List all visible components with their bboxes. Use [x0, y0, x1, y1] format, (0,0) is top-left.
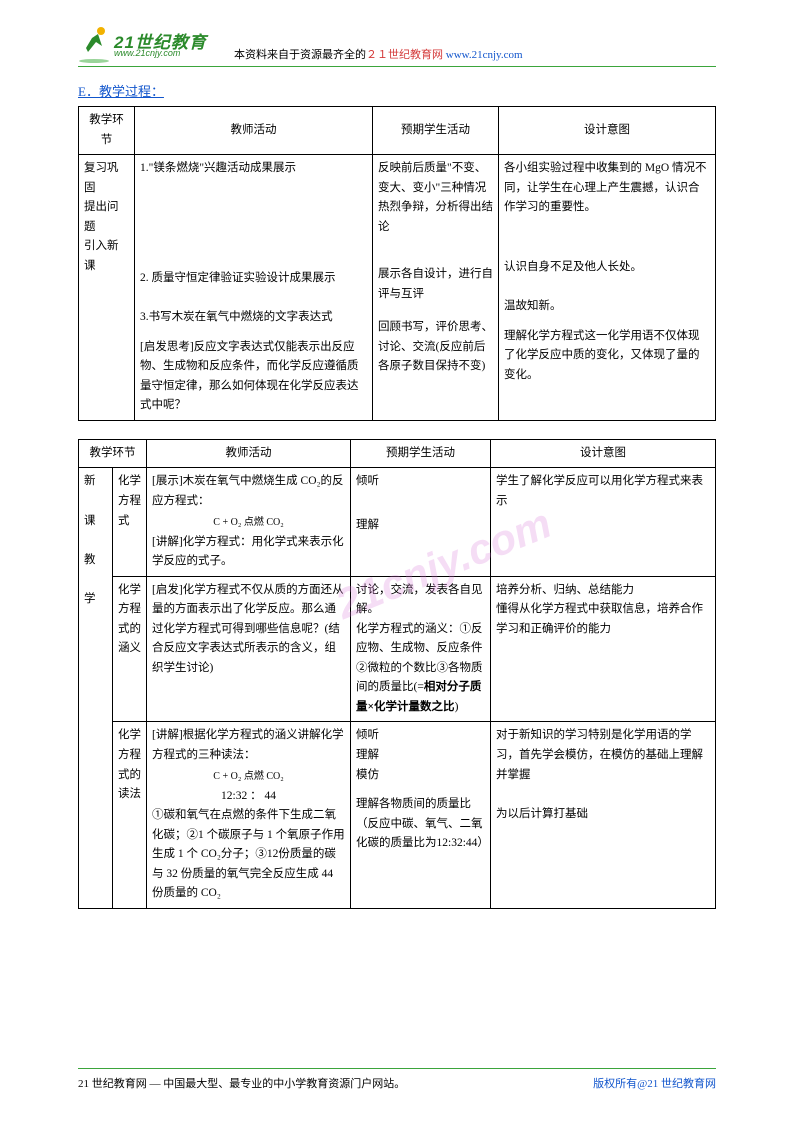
tagline-prefix: 本资料来自于资源最齐全的 — [234, 49, 366, 61]
design-cell: 培养分析、归纳、总结能力 懂得从化学方程式中获取信息，培养合作学习和正确评价的能… — [491, 576, 716, 722]
student-cell: 讨论，交流，发表各自见解。 化学方程式的涵义：①反应物、生成物、反应条件②微粒的… — [351, 576, 491, 722]
logo-url: www.21cnjy.com — [114, 48, 180, 58]
phase-cell: 复习巩固 提出问题 引入新课 — [79, 155, 135, 421]
phase-cell: 新 课 教 学 — [79, 468, 113, 908]
col-phase-header: 教学环节 — [79, 439, 147, 468]
chem-equation: C + O₂ 点燃 CO₂ — [152, 768, 345, 785]
table-row: 复习巩固 提出问题 引入新课 1."镁条燃烧"兴趣活动成果展示 2. 质量守恒定… — [79, 155, 716, 421]
col-design-header: 设计意图 — [499, 107, 716, 155]
student-cell: 倾听 理解 模仿 理解各物质间的质量比（反应中碳、氧气、二氧化碳的质量比为12:… — [351, 722, 491, 908]
footer-left: 21 世纪教育网 — 中国最大型、最专业的中小学教育资源门户网站。 — [78, 1075, 405, 1091]
design-cell: 学生了解化学反应可以用化学方程式来表示 — [491, 468, 716, 576]
teacher-cell: 1."镁条燃烧"兴趣活动成果展示 2. 质量守恒定律验证实验设计成果展示 3.书… — [135, 155, 373, 421]
col-design-header: 设计意图 — [491, 439, 716, 468]
site-logo: 21世纪教育 www.21cnjy.com — [78, 24, 226, 64]
page-footer: 21 世纪教育网 — 中国最大型、最专业的中小学教育资源门户网站。 版权所有@2… — [78, 1068, 716, 1091]
table-header-row: 教学环节 教师活动 预期学生活动 设计意图 — [79, 107, 716, 155]
col-student-header: 预期学生活动 — [373, 107, 499, 155]
tagline-highlight: ２１世纪教育网 — [366, 49, 443, 61]
table-review-phase: 教学环节 教师活动 预期学生活动 设计意图 复习巩固 提出问题 引入新课 1."… — [78, 106, 716, 421]
tagline-link[interactable]: www.21cnjy.com — [446, 49, 523, 61]
page-header: 21世纪教育 www.21cnjy.com 本资料来自于资源最齐全的２１世纪教育… — [78, 24, 716, 67]
footer-right: 版权所有@21 世纪教育网 — [593, 1075, 716, 1091]
col-student-header: 预期学生活动 — [351, 439, 491, 468]
teacher-cell: [启发]化学方程式不仅从质的方面还从量的方面表示出了化学反应。那么通过化学方程式… — [147, 576, 351, 722]
table-row: 新 课 教 学 化学方程式 [展示]木炭在氧气中燃烧生成 CO₂的反应方程式： … — [79, 468, 716, 576]
col-teacher-header: 教师活动 — [135, 107, 373, 155]
student-cell: 倾听 理解 — [351, 468, 491, 576]
chem-equation: C + O₂ 点燃 CO₂ — [152, 514, 345, 531]
table-row: 化学方程式的读法 [讲解]根据化学方程式的涵义讲解化学方程式的三种读法： C +… — [79, 722, 716, 908]
sub-cell: 化学方程式的读法 — [113, 722, 147, 908]
table-row: 化学方程式的涵义 [启发]化学方程式不仅从质的方面还从量的方面表示出了化学反应。… — [79, 576, 716, 722]
section-title: E．教学过程： — [78, 81, 716, 100]
sub-cell: 化学方程式的涵义 — [113, 576, 147, 722]
teacher-cell: [展示]木炭在氧气中燃烧生成 CO₂的反应方程式： C + O₂ 点燃 CO₂ … — [147, 468, 351, 576]
sub-cell: 化学方程式 — [113, 468, 147, 576]
col-phase-header: 教学环节 — [79, 107, 135, 155]
table-new-lesson: 教学环节 教师活动 预期学生活动 设计意图 新 课 教 学 化学方程式 [展示]… — [78, 439, 716, 909]
mass-ratio: 12:32 ： 44 — [152, 787, 345, 807]
header-tagline: 本资料来自于资源最齐全的２１世纪教育网 www.21cnjy.com — [234, 46, 523, 64]
student-cell: 反映前后质量"不变、变大、变小"三种情况热烈争辩，分析得出结论 展示各自设计，进… — [373, 155, 499, 421]
col-teacher-header: 教师活动 — [147, 439, 351, 468]
table-header-row: 教学环节 教师活动 预期学生活动 设计意图 — [79, 439, 716, 468]
design-cell: 对于新知识的学习特别是化学用语的学习，首先学会模仿，在模仿的基础上理解并掌握 为… — [491, 722, 716, 908]
teacher-cell: [讲解]根据化学方程式的涵义讲解化学方程式的三种读法： C + O₂ 点燃 CO… — [147, 722, 351, 908]
design-cell: 各小组实验过程中收集到的 MgO 情况不同，让学生在心理上产生震撼，认识合作学习… — [499, 155, 716, 421]
runner-icon — [78, 24, 112, 64]
